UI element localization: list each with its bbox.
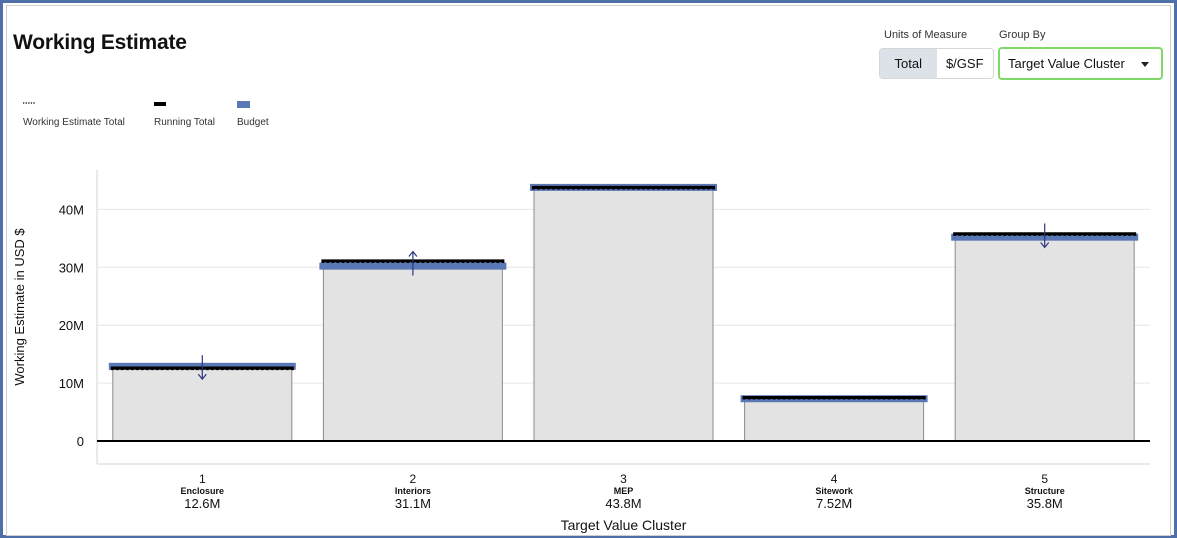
legend-label: Working Estimate Total	[23, 117, 125, 128]
bar	[533, 186, 714, 442]
x-tick-name: Sitework	[815, 486, 854, 496]
group-by-label: Group By	[999, 29, 1046, 41]
variance-arrow-head-icon	[408, 250, 418, 257]
x-tick-number: 4	[831, 472, 838, 486]
bar	[954, 233, 1135, 442]
bar	[112, 367, 293, 442]
x-axis-title: Target Value Cluster	[561, 517, 687, 533]
x-tick-name: Enclosure	[181, 486, 225, 496]
y-axis-title: Working Estimate in USD $	[12, 228, 27, 386]
budget-swatch-icon	[237, 101, 250, 108]
y-tick-label: 0	[77, 434, 84, 449]
units-per-gsf-button[interactable]: $/GSF	[936, 49, 993, 78]
units-toggle: Total $/GSF	[879, 48, 994, 79]
card	[6, 5, 1171, 536]
x-tick-total: 43.8M	[605, 496, 641, 511]
variance-arrow-head-icon	[1040, 242, 1050, 249]
legend-label: Budget	[237, 117, 269, 128]
x-tick-number: 3	[620, 472, 627, 486]
x-tick-total: 12.6M	[184, 496, 220, 511]
legend-label: Running Total	[154, 117, 215, 128]
x-tick-total: 7.52M	[816, 496, 852, 511]
x-tick-number: 5	[1041, 472, 1048, 486]
y-tick-label: 10M	[59, 376, 84, 391]
y-tick-label: 40M	[59, 202, 84, 217]
dotted-line-icon	[23, 102, 36, 104]
x-tick-total: 31.1M	[395, 496, 431, 511]
solid-line-icon	[154, 102, 166, 106]
y-tick-label: 20M	[59, 318, 84, 333]
x-tick-number: 1	[199, 472, 206, 486]
page-title: Working Estimate	[13, 31, 187, 54]
bar	[322, 260, 503, 442]
x-tick-number: 2	[410, 472, 417, 486]
x-tick-total: 35.8M	[1027, 496, 1063, 511]
x-tick-name: MEP	[614, 486, 634, 496]
variance-arrow-head-icon	[197, 373, 207, 381]
units-total-button[interactable]: Total	[880, 49, 937, 78]
y-tick-label: 30M	[59, 260, 84, 275]
group-by-value: Target Value Cluster	[1008, 56, 1125, 71]
bar	[744, 396, 925, 442]
x-tick-name: Structure	[1025, 486, 1065, 496]
chevron-down-icon	[1141, 62, 1149, 67]
units-label: Units of Measure	[884, 29, 968, 41]
x-tick-name: Interiors	[395, 486, 431, 496]
group-by-select[interactable]: Target Value Cluster	[998, 47, 1163, 80]
